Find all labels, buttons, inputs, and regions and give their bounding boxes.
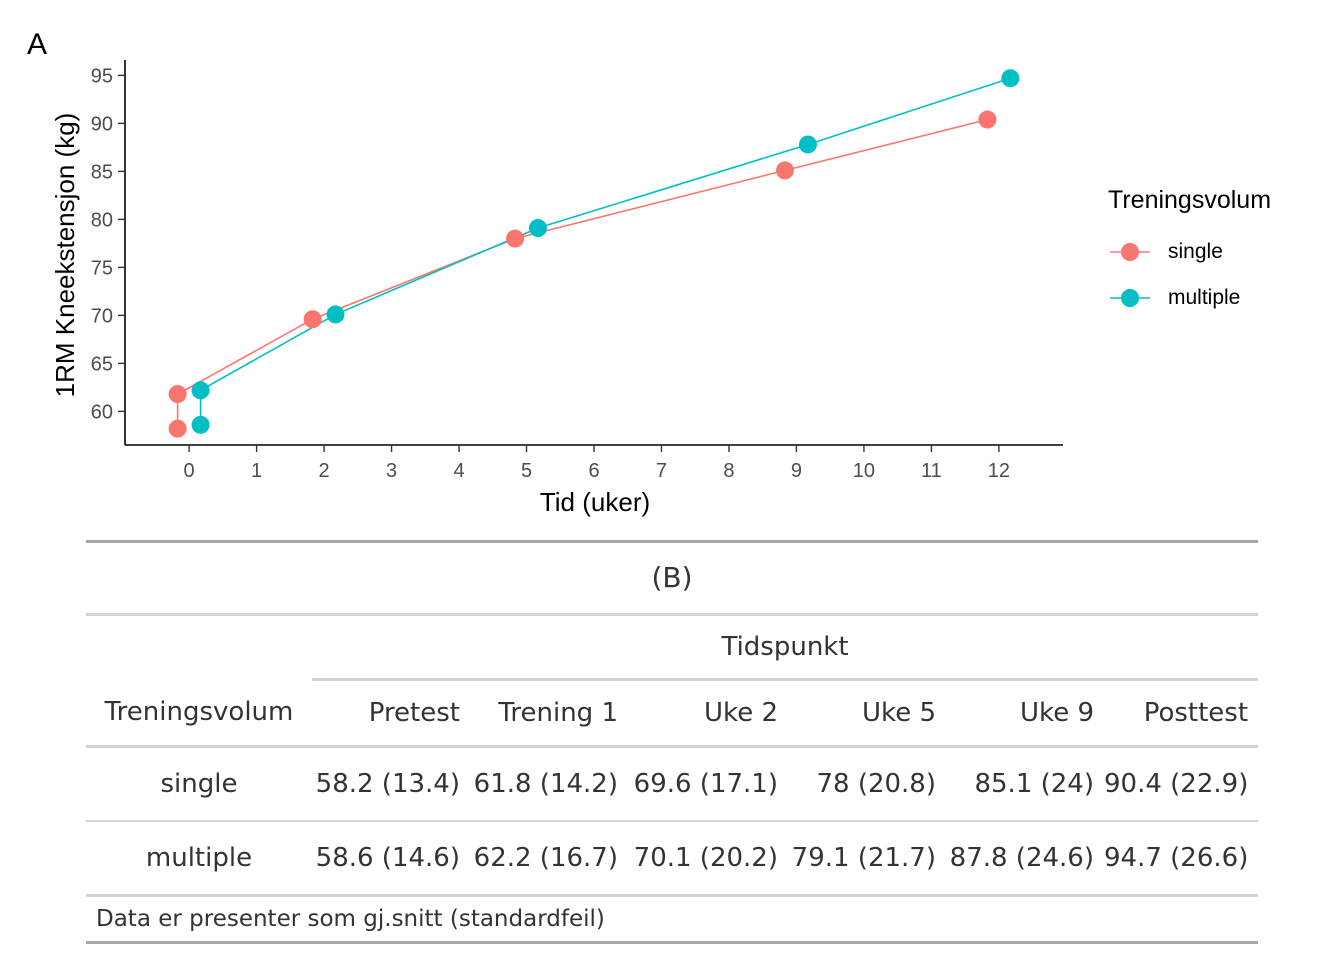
table-cell: 69.6 (17.1) (628, 746, 788, 822)
row-label: multiple (86, 821, 312, 897)
table-caption: (B) (86, 543, 1258, 616)
y-tick-label: 75 (91, 257, 113, 279)
x-tick-label: 11 (921, 460, 942, 482)
y-tick-label: 60 (91, 401, 113, 423)
spanner-row: Tidspunkt (86, 616, 1259, 681)
column-header: Uke 2 (628, 679, 788, 748)
table-cell: 58.6 (14.6) (312, 821, 470, 897)
y-tick-label: 70 (91, 305, 113, 327)
table-top-rule (86, 540, 1258, 543)
table-row: multiple 58.6 (14.6) 62.2 (16.7) 70.1 (2… (86, 821, 1259, 897)
table-cell: 90.4 (22.9) (1104, 746, 1259, 822)
x-tick-label: 2 (319, 460, 330, 482)
column-header: Pretest (312, 679, 470, 748)
column-spanner: Tidspunkt (312, 616, 1259, 681)
data-point-single (303, 310, 322, 329)
data-point-multiple (1001, 69, 1020, 88)
x-tick-label: 5 (521, 460, 532, 482)
stub-header: Treningsvolum (86, 679, 312, 748)
data-point-single (168, 385, 187, 404)
data-point-multiple (528, 219, 547, 238)
legend-key-multiple-icon (1110, 289, 1150, 307)
table-row: single 58.2 (13.4) 61.8 (14.2) 69.6 (17.… (86, 746, 1259, 822)
legend-key-single-icon (1110, 243, 1150, 261)
series-line-multiple (199, 77, 1011, 425)
table-cell: 70.1 (20.2) (628, 821, 788, 897)
table-cell: 79.1 (21.7) (788, 821, 946, 897)
summary-table: (B) Tidspunkt Treningsvolum Pretest Tren… (86, 540, 1259, 944)
x-axis-label: Tid (uker) (540, 487, 650, 517)
x-tick-label: 4 (453, 460, 464, 482)
x-tick-label: 10 (853, 460, 875, 482)
y-axis-label: 1RM Kneekstensjon (kg) (50, 113, 80, 398)
x-tick-label: 12 (988, 460, 1010, 482)
column-header: Uke 9 (946, 679, 1104, 748)
header-row: Treningsvolum Pretest Trening 1 Uke 2 Uk… (86, 679, 1259, 748)
chart-lines (176, 77, 1011, 429)
x-tick-label: 9 (791, 460, 802, 482)
table-footnote: Data er presenter som gj.snitt (standard… (86, 897, 1258, 944)
panel-label: A (27, 28, 48, 61)
x-tick-label: 3 (386, 460, 397, 482)
x-tick-label: 6 (588, 460, 599, 482)
data-point-single (978, 110, 997, 129)
data-point-single (775, 161, 794, 180)
data-point-single (168, 419, 187, 438)
y-tick-label: 80 (91, 209, 113, 231)
x-tick-label: 8 (723, 460, 734, 482)
y-tick-label: 65 (91, 353, 113, 375)
table-cell: 58.2 (13.4) (312, 746, 470, 822)
legend-label-multiple: multiple (1168, 286, 1241, 309)
row-label: single (86, 746, 312, 822)
x-tick-label: 7 (656, 460, 667, 482)
legend-title: Treningsvolum (1108, 186, 1272, 214)
y-tick-label: 85 (91, 161, 113, 183)
table-cell: 87.8 (24.6) (946, 821, 1104, 897)
data-table: Tidspunkt Treningsvolum Pretest Trening … (86, 616, 1259, 897)
series-line-single (176, 118, 988, 429)
y-tick-label: 95 (91, 65, 113, 87)
table-cell: 61.8 (14.2) (470, 746, 628, 822)
data-point-multiple (326, 305, 345, 324)
column-header: Trening 1 (470, 679, 628, 748)
data-point-multiple (798, 135, 817, 154)
legend-item-multiple: multiple (1108, 275, 1271, 321)
chart-points (168, 69, 1020, 438)
column-header: Posttest (1104, 679, 1259, 748)
x-tick-label: 1 (251, 460, 262, 482)
data-point-multiple (191, 415, 210, 434)
data-point-multiple (191, 381, 210, 400)
column-header: Uke 5 (788, 679, 946, 748)
chart-legend: Treningsvolum single multiple (1108, 186, 1271, 321)
table-cell: 85.1 (24) (946, 746, 1104, 822)
legend-item-single: single (1108, 229, 1271, 275)
y-tick-label: 90 (91, 113, 113, 135)
table-cell: 94.7 (26.6) (1104, 821, 1259, 897)
table-cell: 62.2 (16.7) (470, 821, 628, 897)
table-cell: 78 (20.8) (788, 746, 946, 822)
legend-label-single: single (1168, 240, 1223, 263)
data-point-single (506, 229, 525, 248)
x-tick-label: 0 (184, 460, 195, 482)
